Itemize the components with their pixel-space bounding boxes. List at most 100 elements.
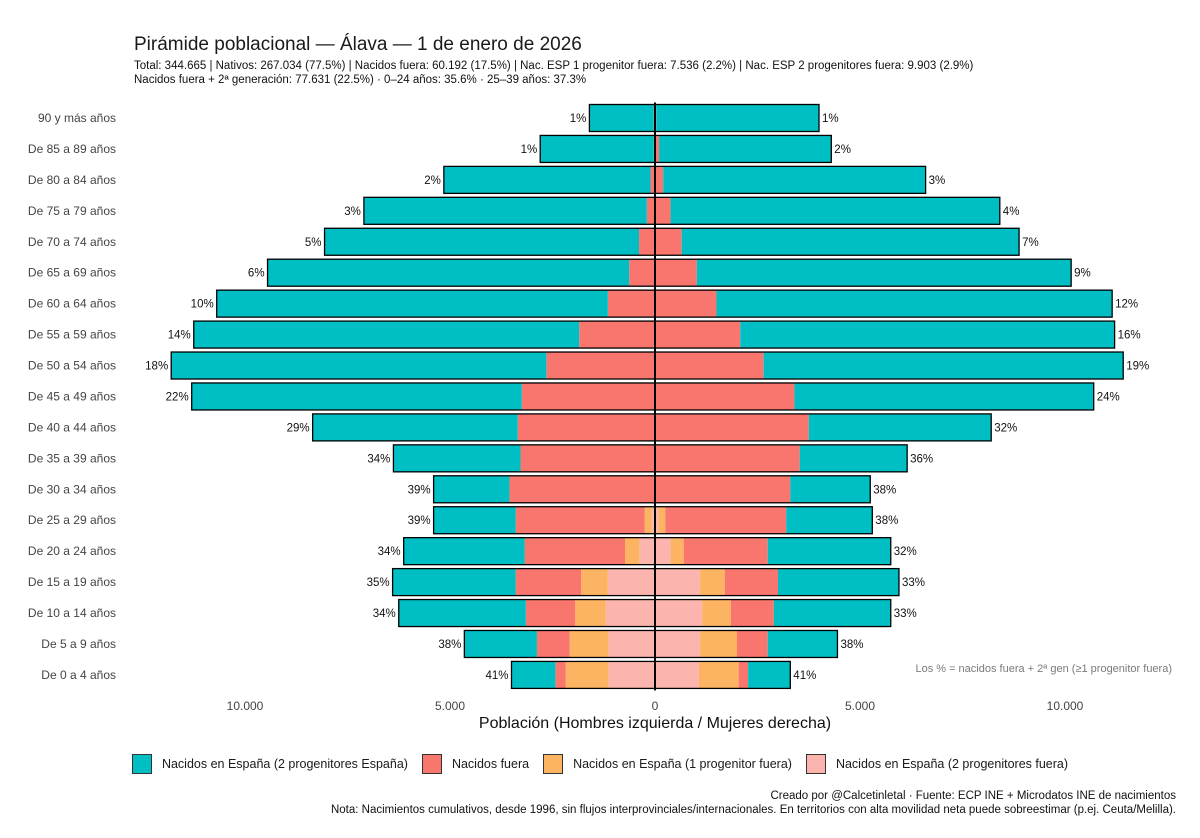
age-group-label: De 55 a 59 años: [28, 328, 116, 342]
pct-label-men: 14%: [168, 330, 191, 342]
bar-segment-men-fuera: [515, 506, 645, 534]
bar-segment-men-nativos: [433, 506, 516, 534]
pct-label-women: 7%: [1022, 237, 1039, 249]
bar-segment-men-uno_fuera: [569, 630, 609, 658]
bar-segment-women-fuera: [724, 568, 778, 596]
pct-label-women: 4%: [1003, 206, 1020, 218]
age-group-label: De 85 a 89 años: [28, 142, 116, 156]
legend-swatch: [543, 754, 564, 774]
legend-item-fuera: Nacidos fuera: [421, 754, 529, 774]
bar-segment-men-nativos: [433, 475, 510, 503]
x-axis-title: Población (Hombres izquierda / Mujeres d…: [479, 715, 831, 732]
bar-segment-men-fuera: [546, 352, 655, 380]
bar-segment-men-nativos: [171, 352, 547, 380]
credit-text: Creado por @Calcetinletal · Fuente: ECP …: [770, 790, 1176, 802]
bar-segment-men-nativos: [363, 197, 647, 225]
pct-label-women: 1%: [822, 113, 839, 125]
bar-segment-men-nativos: [191, 382, 522, 410]
age-group-label: De 5 a 9 años: [41, 637, 116, 651]
bar-segment-men-uno_fuera: [575, 599, 606, 627]
age-group-label: De 40 a 44 años: [28, 420, 116, 434]
bar-segment-women-uno_fuera: [698, 661, 739, 689]
bar-segment-men-uno_fuera: [565, 661, 609, 689]
bar-segment-men-nativos: [540, 135, 654, 163]
bar-segment-women-fuera: [683, 537, 768, 565]
legend-item-dos_fuera: Nacidos en España (2 progenitores fuera): [805, 754, 1069, 774]
bar-segment-women-nativos: [748, 661, 791, 689]
bar-segment-women-dos_fuera: [655, 506, 659, 534]
bar-segment-women-fuera: [737, 630, 768, 658]
age-group-label: De 20 a 24 años: [28, 544, 116, 558]
pct-label-men: 35%: [367, 577, 390, 589]
bar-segment-women-nativos: [659, 135, 832, 163]
pct-label-men: 22%: [166, 391, 189, 403]
age-group-label: De 70 a 74 años: [28, 235, 116, 249]
bar-segment-women-nativos: [696, 259, 1072, 287]
age-group-label: De 10 a 14 años: [28, 606, 116, 620]
pct-label-women: 38%: [875, 515, 898, 527]
bar-segment-women-fuera: [655, 444, 800, 472]
bar-segment-men-dos_fuera: [651, 506, 655, 534]
bar-segment-men-nativos: [443, 166, 651, 194]
bar-segment-women-uno_fuera: [700, 630, 737, 658]
pct-annotation: Los % = nacidos fuera + 2ª gen (≥1 proge…: [915, 663, 1172, 675]
bar-segment-men-uno_fuera: [581, 568, 608, 596]
bar-segment-men-nativos: [589, 104, 654, 132]
pct-label-women: 16%: [1118, 330, 1141, 342]
legend-label: Nacidos en España (1 progenitor fuera): [573, 757, 792, 771]
pct-label-women: 36%: [910, 453, 933, 465]
bar-segment-men-fuera: [650, 166, 655, 194]
bar-segment-men-nativos: [398, 599, 526, 627]
pct-label-men: 5%: [305, 237, 322, 249]
bar-segment-men-nativos: [392, 568, 516, 596]
bar-segment-men-fuera: [517, 413, 655, 441]
bar-segment-men-nativos: [464, 630, 537, 658]
bar-segment-women-nativos: [740, 321, 1115, 349]
pct-label-men: 1%: [521, 144, 538, 156]
bar-segment-men-fuera: [525, 599, 576, 627]
age-group-label: De 75 a 79 años: [28, 204, 116, 218]
legend-label: Nacidos en España (2 progenitores fuera): [835, 757, 1069, 771]
pct-label-women: 38%: [873, 484, 896, 496]
pct-label-men: 41%: [485, 670, 508, 682]
pct-label-men: 34%: [367, 453, 390, 465]
bar-segment-women-uno_fuera: [700, 568, 725, 596]
bar-segment-women-fuera: [655, 228, 682, 256]
bar-segment-women-nativos: [778, 568, 899, 596]
bar-segment-men-fuera: [646, 197, 655, 225]
bar-segment-men-fuera: [509, 475, 655, 503]
pct-label-men: 2%: [424, 175, 441, 187]
pct-label-women: 32%: [894, 546, 917, 558]
bar-segment-men-dos_fuera: [608, 661, 655, 689]
bar-segment-women-fuera: [655, 382, 795, 410]
x-tick-label: 5.000: [845, 699, 875, 713]
age-group-label: De 65 a 69 años: [28, 266, 116, 280]
pct-label-men: 3%: [344, 206, 361, 218]
pct-label-women: 3%: [929, 175, 946, 187]
pct-label-women: 19%: [1126, 361, 1149, 373]
bar-segment-women-dos_fuera: [655, 568, 701, 596]
pct-label-women: 33%: [894, 608, 917, 620]
bar-segment-men-dos_fuera: [607, 568, 655, 596]
bar-segment-women-fuera: [655, 135, 660, 163]
pct-label-women: 41%: [793, 670, 816, 682]
chart-legend: Nacidos en España (2 progenitores España…: [0, 754, 1200, 774]
bar-segment-women-nativos: [767, 537, 891, 565]
bar-segment-women-nativos: [808, 413, 992, 441]
bar-segment-men-fuera: [524, 537, 626, 565]
x-tick-label: 0: [652, 699, 659, 713]
age-group-label: De 25 a 29 años: [28, 513, 116, 527]
bar-segment-men-fuera: [521, 382, 655, 410]
pct-label-men: 39%: [408, 484, 431, 496]
bar-segment-women-uno_fuera: [658, 506, 666, 534]
x-tick-label: 5.000: [435, 699, 465, 713]
age-group-label: De 30 a 34 años: [28, 482, 116, 496]
bar-segment-men-nativos: [267, 259, 630, 287]
footnote-text: Nota: Nacimientos cumulativos, desde 199…: [330, 804, 1176, 816]
chart-title: Pirámide poblacional — Álava — 1 de ener…: [134, 34, 582, 55]
pct-label-women: 24%: [1097, 391, 1120, 403]
bar-segment-men-uno_fuera: [644, 506, 652, 534]
age-group-label: De 60 a 64 años: [28, 297, 116, 311]
legend-item-nativos: Nacidos en España (2 progenitores España…: [131, 754, 408, 774]
legend-item-uno_fuera: Nacidos en España (1 progenitor fuera): [543, 754, 792, 774]
